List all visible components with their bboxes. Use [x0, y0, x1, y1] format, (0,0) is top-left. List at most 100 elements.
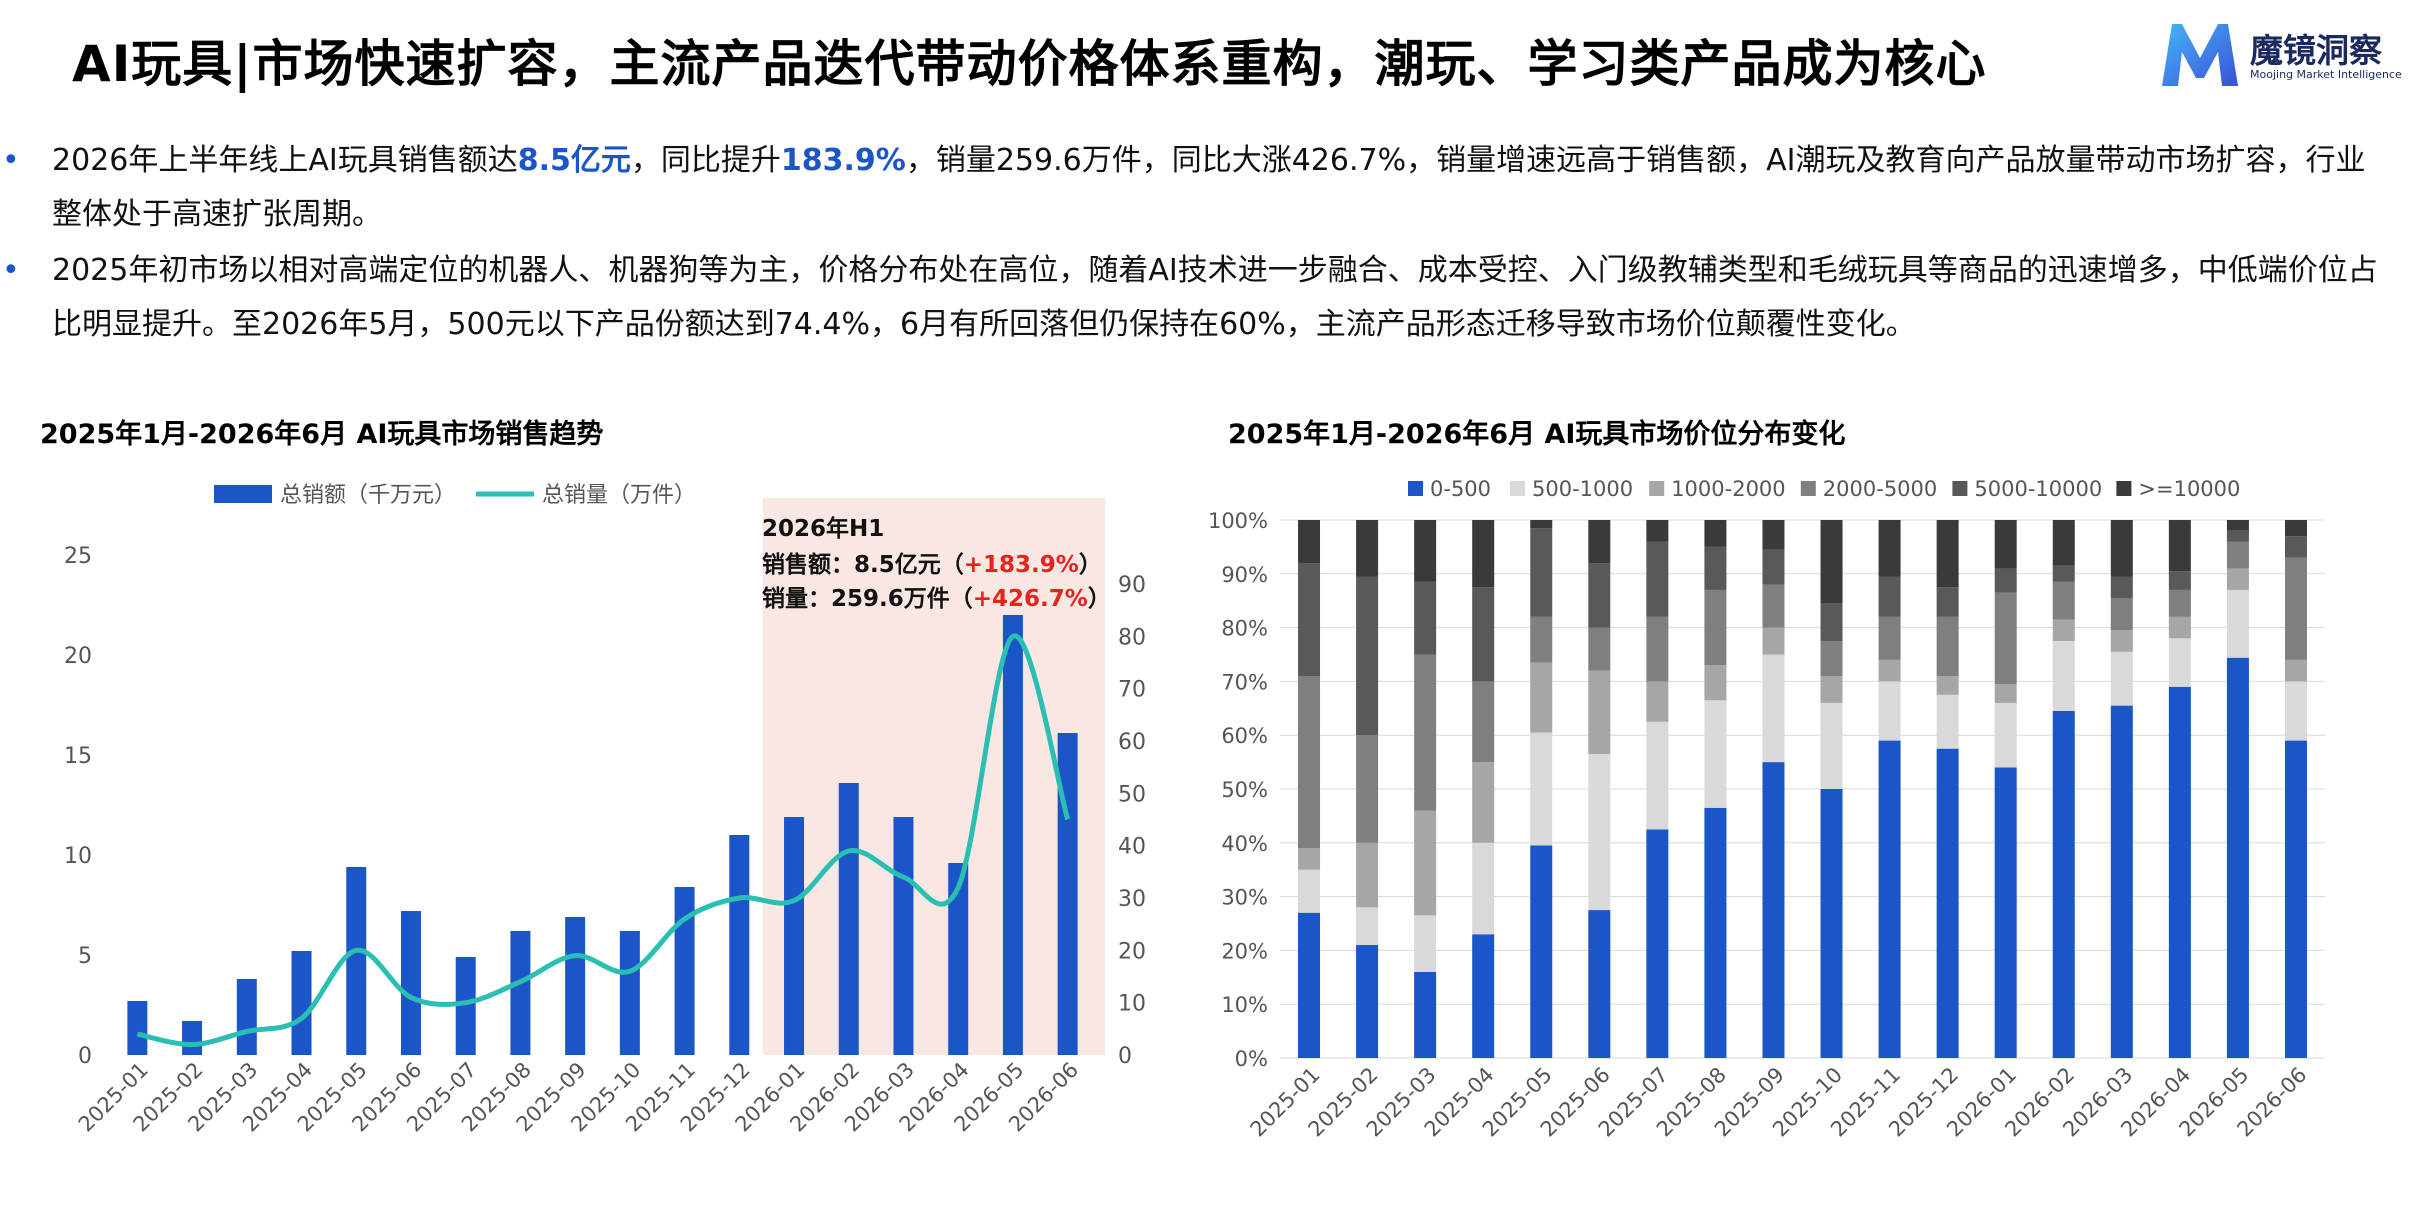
stack-segment: [2168, 638, 2191, 687]
stack-segment: [2226, 530, 2249, 542]
bar: [346, 867, 367, 1055]
stack-segment: [1762, 520, 1785, 550]
bullet-item: • 2025年初市场以相对高端定位的机器人、机器狗等为主，价格分布处在高位，随着A…: [0, 244, 2380, 352]
stack-segment: [1936, 748, 1959, 1058]
stack-segment: [2226, 568, 2249, 590]
stack-segment: [1414, 915, 1437, 972]
stack-segment: [1704, 700, 1727, 808]
stack-segment: [1298, 676, 1321, 849]
price-distribution-chart: 0%10%20%30%40%50%60%70%80%90%100%2025-01…: [1208, 477, 2325, 1142]
y-tick-label-left: 15: [64, 744, 92, 769]
stack-segment: [1994, 568, 2017, 593]
y-tick-label-right: 50: [1118, 782, 1146, 807]
bar: [619, 931, 640, 1055]
stack-segment: [1588, 754, 1611, 911]
stack-segment: [1936, 676, 1959, 695]
legend-label-sales: 总销额（千万元）: [280, 483, 456, 508]
annotation-label: 销量：259.6万件（: [762, 585, 973, 612]
stack-segment: [1994, 520, 2017, 569]
bar: [948, 863, 969, 1055]
stack-segment: [1356, 735, 1379, 843]
legend-label: >=10000: [2138, 477, 2240, 501]
stack-segment: [1530, 662, 1553, 733]
stack-segment: [1878, 576, 1901, 617]
stack-segment: [1414, 654, 1437, 811]
stack-segment: [1646, 616, 1669, 682]
logo-mark-icon: [2162, 24, 2238, 86]
bar: [893, 817, 914, 1055]
brand-logo: 魔镜洞察 Moojing Market Intelligence: [2158, 18, 2418, 96]
stack-segment: [1878, 616, 1901, 660]
stack-segment: [1820, 603, 1843, 642]
y-tick-label: 80%: [1221, 617, 1268, 641]
bullet-text: ，同比提升: [630, 143, 781, 178]
bar: [1002, 615, 1023, 1055]
legend-label: 5000-10000: [1974, 477, 2102, 501]
bar: [455, 957, 476, 1055]
stack-segment: [2110, 576, 2133, 599]
summary-bullets: • 2026年上半年线上AI玩具销售额达8.5亿元，同比提升183.9%，销量25…: [0, 134, 2380, 354]
bullet-item: • 2026年上半年线上AI玩具销售额达8.5亿元，同比提升183.9%，销量25…: [0, 134, 2380, 242]
bar: [510, 931, 531, 1055]
stack-segment: [1646, 721, 1669, 830]
bullet-dot: •: [2, 253, 20, 288]
stack-segment: [1530, 845, 1553, 1058]
bullet-dot: •: [2, 143, 20, 178]
bar: [565, 917, 586, 1055]
highlight-figure: 183.9%: [780, 143, 906, 178]
stack-segment: [2052, 710, 2075, 1058]
bar: [729, 835, 750, 1055]
stack-segment: [1356, 907, 1379, 946]
stack-segment: [2052, 619, 2075, 642]
y-tick-label: 60%: [1221, 724, 1268, 748]
y-tick-label: 0%: [1235, 1047, 1268, 1071]
stack-segment: [2052, 520, 2075, 566]
y-tick-label: 50%: [1221, 778, 1268, 802]
bullet-text: ，销量259.6万件，同比大涨426.7%，销量增速远高于销售额，AI潮玩及教育…: [52, 143, 2366, 232]
legend-label: 500-1000: [1532, 477, 1633, 501]
stack-segment: [2284, 681, 2307, 741]
stack-segment: [1704, 807, 1727, 1058]
bar: [1057, 733, 1078, 1055]
price-chart-title: 2025年1月-2026年6月 AI玩具市场价位分布变化: [1228, 419, 1846, 450]
stack-segment: [1704, 665, 1727, 701]
stack-segment: [1994, 767, 2017, 1058]
stack-segment: [1588, 670, 1611, 755]
y-tick-label-left: 10: [64, 844, 92, 869]
stack-segment: [2168, 686, 2191, 1058]
stack-segment: [2226, 541, 2249, 569]
stack-segment: [1646, 520, 1669, 542]
stack-segment: [1762, 654, 1785, 763]
annotation-line: 销量：259.6万件（+426.7%）: [762, 585, 1111, 612]
bar: [291, 951, 312, 1055]
stack-segment: [1356, 842, 1379, 908]
legend-swatch: [1649, 481, 1665, 496]
stack-segment: [1298, 563, 1321, 677]
stack-segment: [1994, 592, 2017, 685]
stack-segment: [1704, 546, 1727, 590]
page-title: AI玩具|市场快速扩容，主流产品迭代带动价格体系重构，潮玩、学习类产品成为核心: [72, 35, 1987, 93]
stack-segment: [2226, 657, 2249, 1058]
stack-segment: [1762, 627, 1785, 655]
y-tick-label: 90%: [1221, 563, 1268, 587]
y-tick-label-right: 30: [1118, 887, 1146, 912]
highlight-figure: 8.5亿元: [517, 143, 631, 178]
stack-segment: [1472, 681, 1495, 763]
y-tick-label-right: 90: [1118, 573, 1146, 598]
y-tick-label: 10%: [1221, 993, 1268, 1017]
bar: [838, 783, 859, 1055]
y-tick-label: 40%: [1221, 832, 1268, 856]
y-tick-label: 100%: [1208, 509, 1268, 533]
stack-segment: [1762, 762, 1785, 1058]
stack-segment: [1530, 528, 1553, 617]
stack-segment: [1994, 702, 2017, 768]
stack-segment: [1414, 581, 1437, 655]
stack-segment: [2284, 659, 2307, 682]
stack-segment: [1472, 520, 1495, 588]
stack-segment: [1356, 576, 1379, 736]
annotation-close: ）: [1079, 551, 1102, 578]
stack-segment: [1414, 810, 1437, 916]
y-tick-label: 30%: [1221, 886, 1268, 910]
stack-segment: [1646, 541, 1669, 617]
highlight-band: [762, 498, 1105, 1055]
